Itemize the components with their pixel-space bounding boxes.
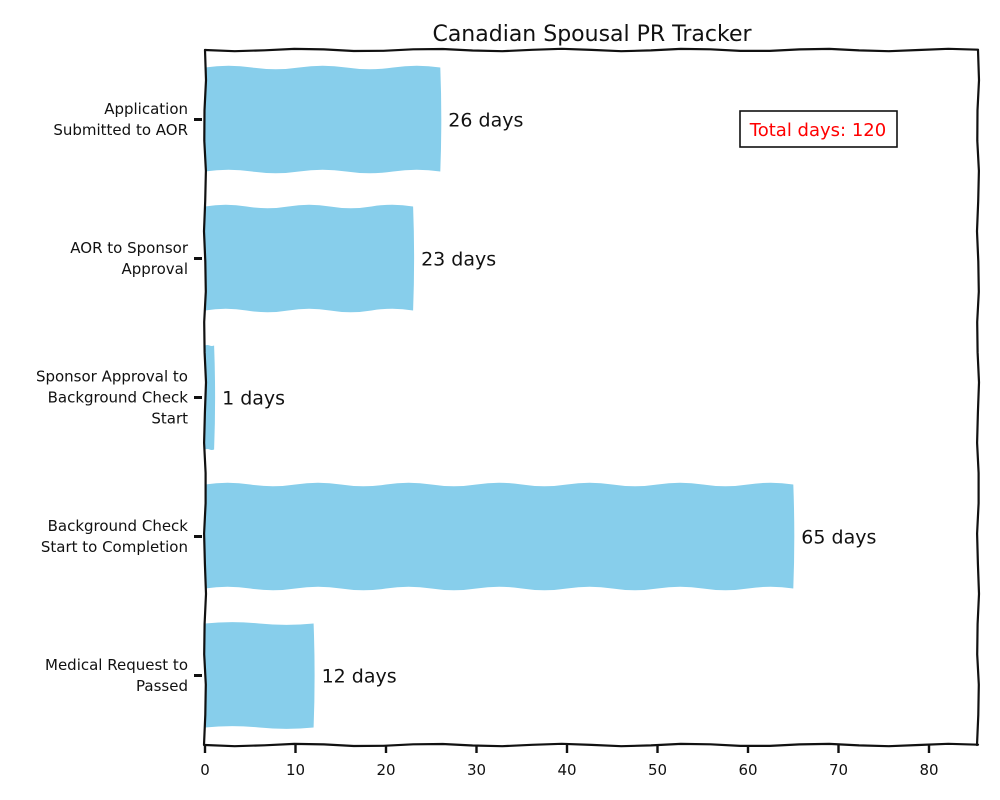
x-tick-label: 40 — [557, 761, 576, 779]
chart-title: Canadian Spousal PR Tracker — [432, 22, 752, 47]
axis-spine-right — [975, 48, 981, 747]
y-axis — [202, 48, 208, 747]
bar-value-label: 1 days — [222, 388, 285, 410]
labels-layer: 26 days Application Submitted to AOR 23 day… — [36, 100, 876, 695]
axis-spine-top — [203, 47, 980, 53]
x-axis — [203, 742, 980, 748]
bar — [205, 65, 442, 174]
bar-value-label: 12 days — [322, 666, 397, 688]
total-days-annotation-box — [739, 110, 898, 148]
x-tick-label: 50 — [648, 761, 667, 779]
bar-value-label: 26 days — [448, 110, 523, 132]
category-label: Medical Request to Passed — [45, 656, 188, 695]
x-tick-label: 60 — [738, 761, 757, 779]
x-tick-label: 30 — [467, 761, 486, 779]
total-days-annotation: Total days: 120 — [749, 120, 886, 141]
axes-layer: 0 10 20 30 40 50 60 70 80 — [194, 47, 981, 779]
category-label: Sponsor Approval to Background Check Start — [36, 368, 188, 428]
annotation-layer: Total days: 120 — [739, 110, 898, 148]
bars-layer — [205, 65, 795, 729]
bar — [205, 204, 415, 313]
bar — [205, 482, 795, 591]
x-tick-label: 70 — [829, 761, 848, 779]
bar-value-label: 65 days — [801, 527, 876, 549]
bar-value-label: 23 days — [421, 249, 496, 271]
category-label: Background Check Start to Completion — [41, 517, 188, 556]
x-tick-label: 10 — [286, 761, 305, 779]
x-tick-label: 80 — [919, 761, 938, 779]
category-label: AOR to Sponsor Approval — [70, 239, 189, 278]
x-tick-label: 0 — [200, 761, 210, 779]
x-tick-label: 20 — [376, 761, 395, 779]
bar — [205, 345, 216, 450]
category-label: Application Submitted to AOR — [53, 100, 188, 139]
bar — [205, 622, 315, 729]
